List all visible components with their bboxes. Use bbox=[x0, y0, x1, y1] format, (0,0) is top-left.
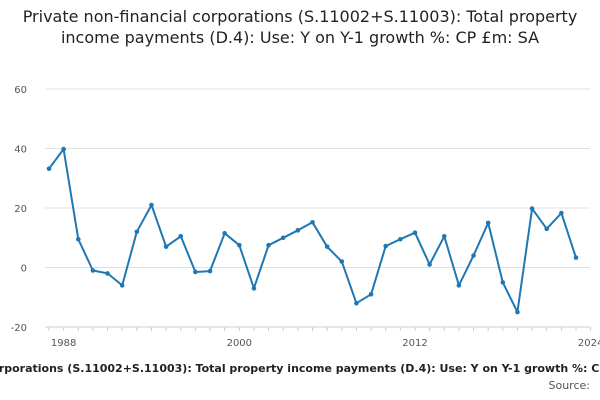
x-tick-label: 2012 bbox=[402, 338, 427, 349]
data-point bbox=[90, 268, 96, 273]
data-point bbox=[441, 233, 447, 239]
data-point bbox=[324, 244, 330, 249]
y-tick-label: 60 bbox=[14, 85, 27, 96]
data-point bbox=[529, 206, 535, 211]
data-point bbox=[339, 259, 345, 264]
data-point bbox=[178, 233, 184, 239]
footer-chart-title: Private non-financial corporations (S.11… bbox=[0, 362, 600, 375]
data-point bbox=[149, 202, 154, 208]
data-point bbox=[207, 268, 213, 274]
data-point bbox=[222, 230, 227, 236]
y-tick-label: -20 bbox=[11, 323, 27, 334]
data-point bbox=[398, 236, 403, 242]
y-axis-ticks: -20 0 20 40 60 bbox=[11, 85, 27, 334]
data-point bbox=[354, 300, 359, 306]
data-point bbox=[134, 229, 140, 235]
data-point bbox=[412, 230, 418, 235]
x-tick-label: 2000 bbox=[227, 338, 252, 349]
data-point bbox=[368, 291, 374, 297]
data-point bbox=[75, 236, 81, 242]
data-point bbox=[119, 283, 125, 288]
data-point bbox=[163, 244, 169, 249]
data-point bbox=[456, 283, 462, 288]
data-point bbox=[471, 253, 476, 258]
data-point bbox=[237, 242, 242, 248]
data-point bbox=[544, 226, 550, 232]
series-line bbox=[48, 148, 577, 314]
data-point bbox=[573, 255, 579, 260]
chart-title: Private non-financial corporations (S.11… bbox=[22, 7, 578, 47]
series-lines bbox=[48, 148, 577, 314]
data-point bbox=[105, 271, 110, 276]
data-point bbox=[559, 210, 564, 216]
y-tick-label: 20 bbox=[14, 204, 27, 215]
data-point bbox=[310, 219, 315, 225]
data-point bbox=[427, 262, 432, 267]
data-point bbox=[485, 220, 491, 226]
x-tick-label: 1988 bbox=[51, 338, 76, 349]
data-point bbox=[500, 280, 506, 285]
source-label: Source: bbox=[548, 379, 591, 392]
data-point bbox=[251, 286, 257, 291]
y-tick-label: 0 bbox=[21, 264, 27, 275]
x-tick-label: 2024 bbox=[578, 338, 600, 349]
y-tick-label: 40 bbox=[14, 145, 27, 156]
data-point bbox=[46, 166, 52, 172]
data-point bbox=[280, 235, 286, 241]
x-axis: 1988 2000 2012 2024 bbox=[45, 326, 600, 349]
data-point bbox=[193, 269, 198, 275]
data-point bbox=[266, 242, 271, 248]
data-point bbox=[295, 228, 301, 233]
data-point bbox=[515, 309, 520, 315]
data-point bbox=[383, 243, 388, 249]
data-points bbox=[46, 146, 579, 315]
data-point bbox=[61, 146, 66, 152]
